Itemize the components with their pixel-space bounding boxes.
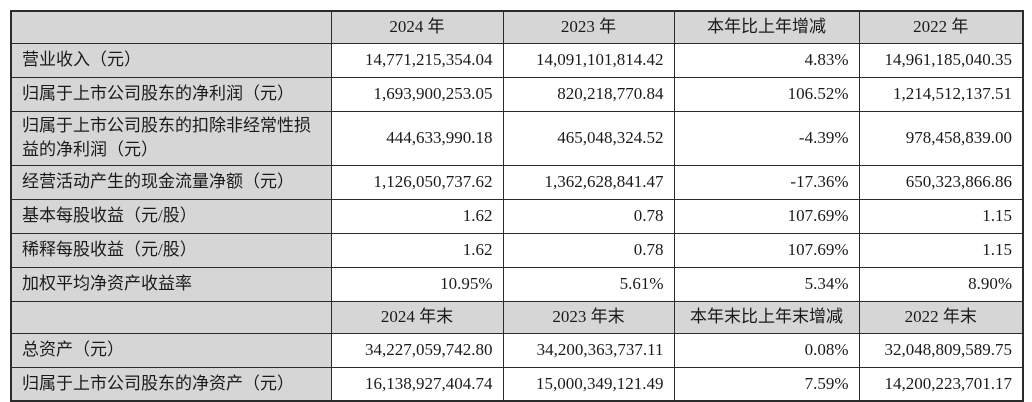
value-cell: 650,323,866.86: [858, 164, 1024, 200]
row-label: 加权平均净资产收益率: [10, 266, 332, 302]
value-cell: 5.34%: [673, 266, 860, 302]
row-label: 归属于上市公司股东的净利润（元）: [10, 76, 332, 112]
value-cell: -4.39%: [673, 110, 860, 166]
value-cell: 14,200,223,701.17: [858, 366, 1024, 402]
table-row: 加权平均净资产收益率 10.95% 5.61% 5.34% 8.90%: [10, 266, 1024, 302]
table-header-row: 2024 年末 2023 年末 本年末比上年末增减 2022 年末: [10, 300, 1024, 334]
value-cell: 8.90%: [858, 266, 1024, 302]
column-header: 2022 年: [858, 10, 1024, 44]
value-cell: 10.95%: [330, 266, 504, 302]
value-cell: 34,227,059,742.80: [330, 332, 504, 368]
value-cell: 0.78: [502, 198, 675, 234]
row-label: 稀释每股收益（元/股）: [10, 232, 332, 268]
value-cell: 1.62: [330, 232, 504, 268]
value-cell: 15,000,349,121.49: [502, 366, 675, 402]
row-label: 经营活动产生的现金流量净额（元）: [10, 164, 332, 200]
value-cell: 0.08%: [673, 332, 860, 368]
table-row: 稀释每股收益（元/股） 1.62 0.78 107.69% 1.15: [10, 232, 1024, 268]
value-cell: 465,048,324.52: [502, 110, 675, 166]
financial-summary-table-body: 2024 年 2023 年本年比上年增减 2022 年营业收入（元） 14,771,2…: [10, 10, 1024, 402]
value-cell: 106.52%: [673, 76, 860, 112]
value-cell: 1,126,050,737.62: [330, 164, 504, 200]
value-cell: 107.69%: [673, 232, 860, 268]
table-row: 归属于上市公司股东的扣除非经常性损益的净利润（元） 444,633,990.18 4…: [10, 110, 1024, 166]
column-header: 本年比上年增减: [673, 10, 860, 44]
value-cell: 34,200,363,737.11: [502, 332, 675, 368]
table-row: 总资产（元） 34,227,059,742.80 34,200,363,737.11…: [10, 332, 1024, 368]
value-cell: 32,048,809,589.75: [858, 332, 1024, 368]
value-cell: 4.83%: [673, 42, 860, 78]
corner-cell: [10, 300, 332, 334]
value-cell: 5.61%: [502, 266, 675, 302]
value-cell: -17.36%: [673, 164, 860, 200]
row-label: 基本每股收益（元/股）: [10, 198, 332, 234]
row-label: 归属于上市公司股东的净资产（元）: [10, 366, 332, 402]
column-header: 2023 年末: [502, 300, 675, 334]
table-row: 基本每股收益（元/股） 1.62 0.78 107.69% 1.15: [10, 198, 1024, 234]
value-cell: 1.62: [330, 198, 504, 234]
table-row: 经营活动产生的现金流量净额（元） 1,126,050,737.62 1,362,62…: [10, 164, 1024, 200]
table-row: 归属于上市公司股东的净利润（元） 1,693,900,253.05 820,218,…: [10, 76, 1024, 112]
value-cell: 7.59%: [673, 366, 860, 402]
value-cell: 14,091,101,814.42: [502, 42, 675, 78]
column-header: 2024 年末: [330, 300, 504, 334]
corner-cell: [10, 10, 332, 44]
value-cell: 444,633,990.18: [330, 110, 504, 166]
table-row: 营业收入（元） 14,771,215,354.04 14,091,101,814.4…: [10, 42, 1024, 78]
value-cell: 14,771,215,354.04: [330, 42, 504, 78]
value-cell: 1,693,900,253.05: [330, 76, 504, 112]
value-cell: 107.69%: [673, 198, 860, 234]
value-cell: 1,362,628,841.47: [502, 164, 675, 200]
value-cell: 1.15: [858, 198, 1024, 234]
value-cell: 16,138,927,404.74: [330, 366, 504, 402]
row-label: 归属于上市公司股东的扣除非经常性损益的净利润（元）: [10, 110, 332, 166]
column-header: 本年末比上年末增减: [673, 300, 860, 334]
table-header-row: 2024 年 2023 年本年比上年增减 2022 年: [10, 10, 1024, 44]
table-row: 归属于上市公司股东的净资产（元） 16,138,927,404.74 15,000,…: [10, 366, 1024, 402]
row-label: 总资产（元）: [10, 332, 332, 368]
column-header: 2023 年: [502, 10, 675, 44]
value-cell: 1,214,512,137.51: [858, 76, 1024, 112]
value-cell: 14,961,185,040.35: [858, 42, 1024, 78]
financial-summary-section: 2024 年 2023 年本年比上年增减 2022 年营业收入（元） 14,771,2…: [10, 10, 1024, 402]
column-header: 2022 年末: [858, 300, 1024, 334]
value-cell: 978,458,839.00: [858, 110, 1024, 166]
value-cell: 0.78: [502, 232, 675, 268]
column-header: 2024 年: [330, 10, 504, 44]
row-label: 营业收入（元）: [10, 42, 332, 78]
value-cell: 820,218,770.84: [502, 76, 675, 112]
financial-summary-table: 2024 年 2023 年本年比上年增减 2022 年营业收入（元） 14,771,2…: [10, 10, 1024, 402]
value-cell: 1.15: [858, 232, 1024, 268]
